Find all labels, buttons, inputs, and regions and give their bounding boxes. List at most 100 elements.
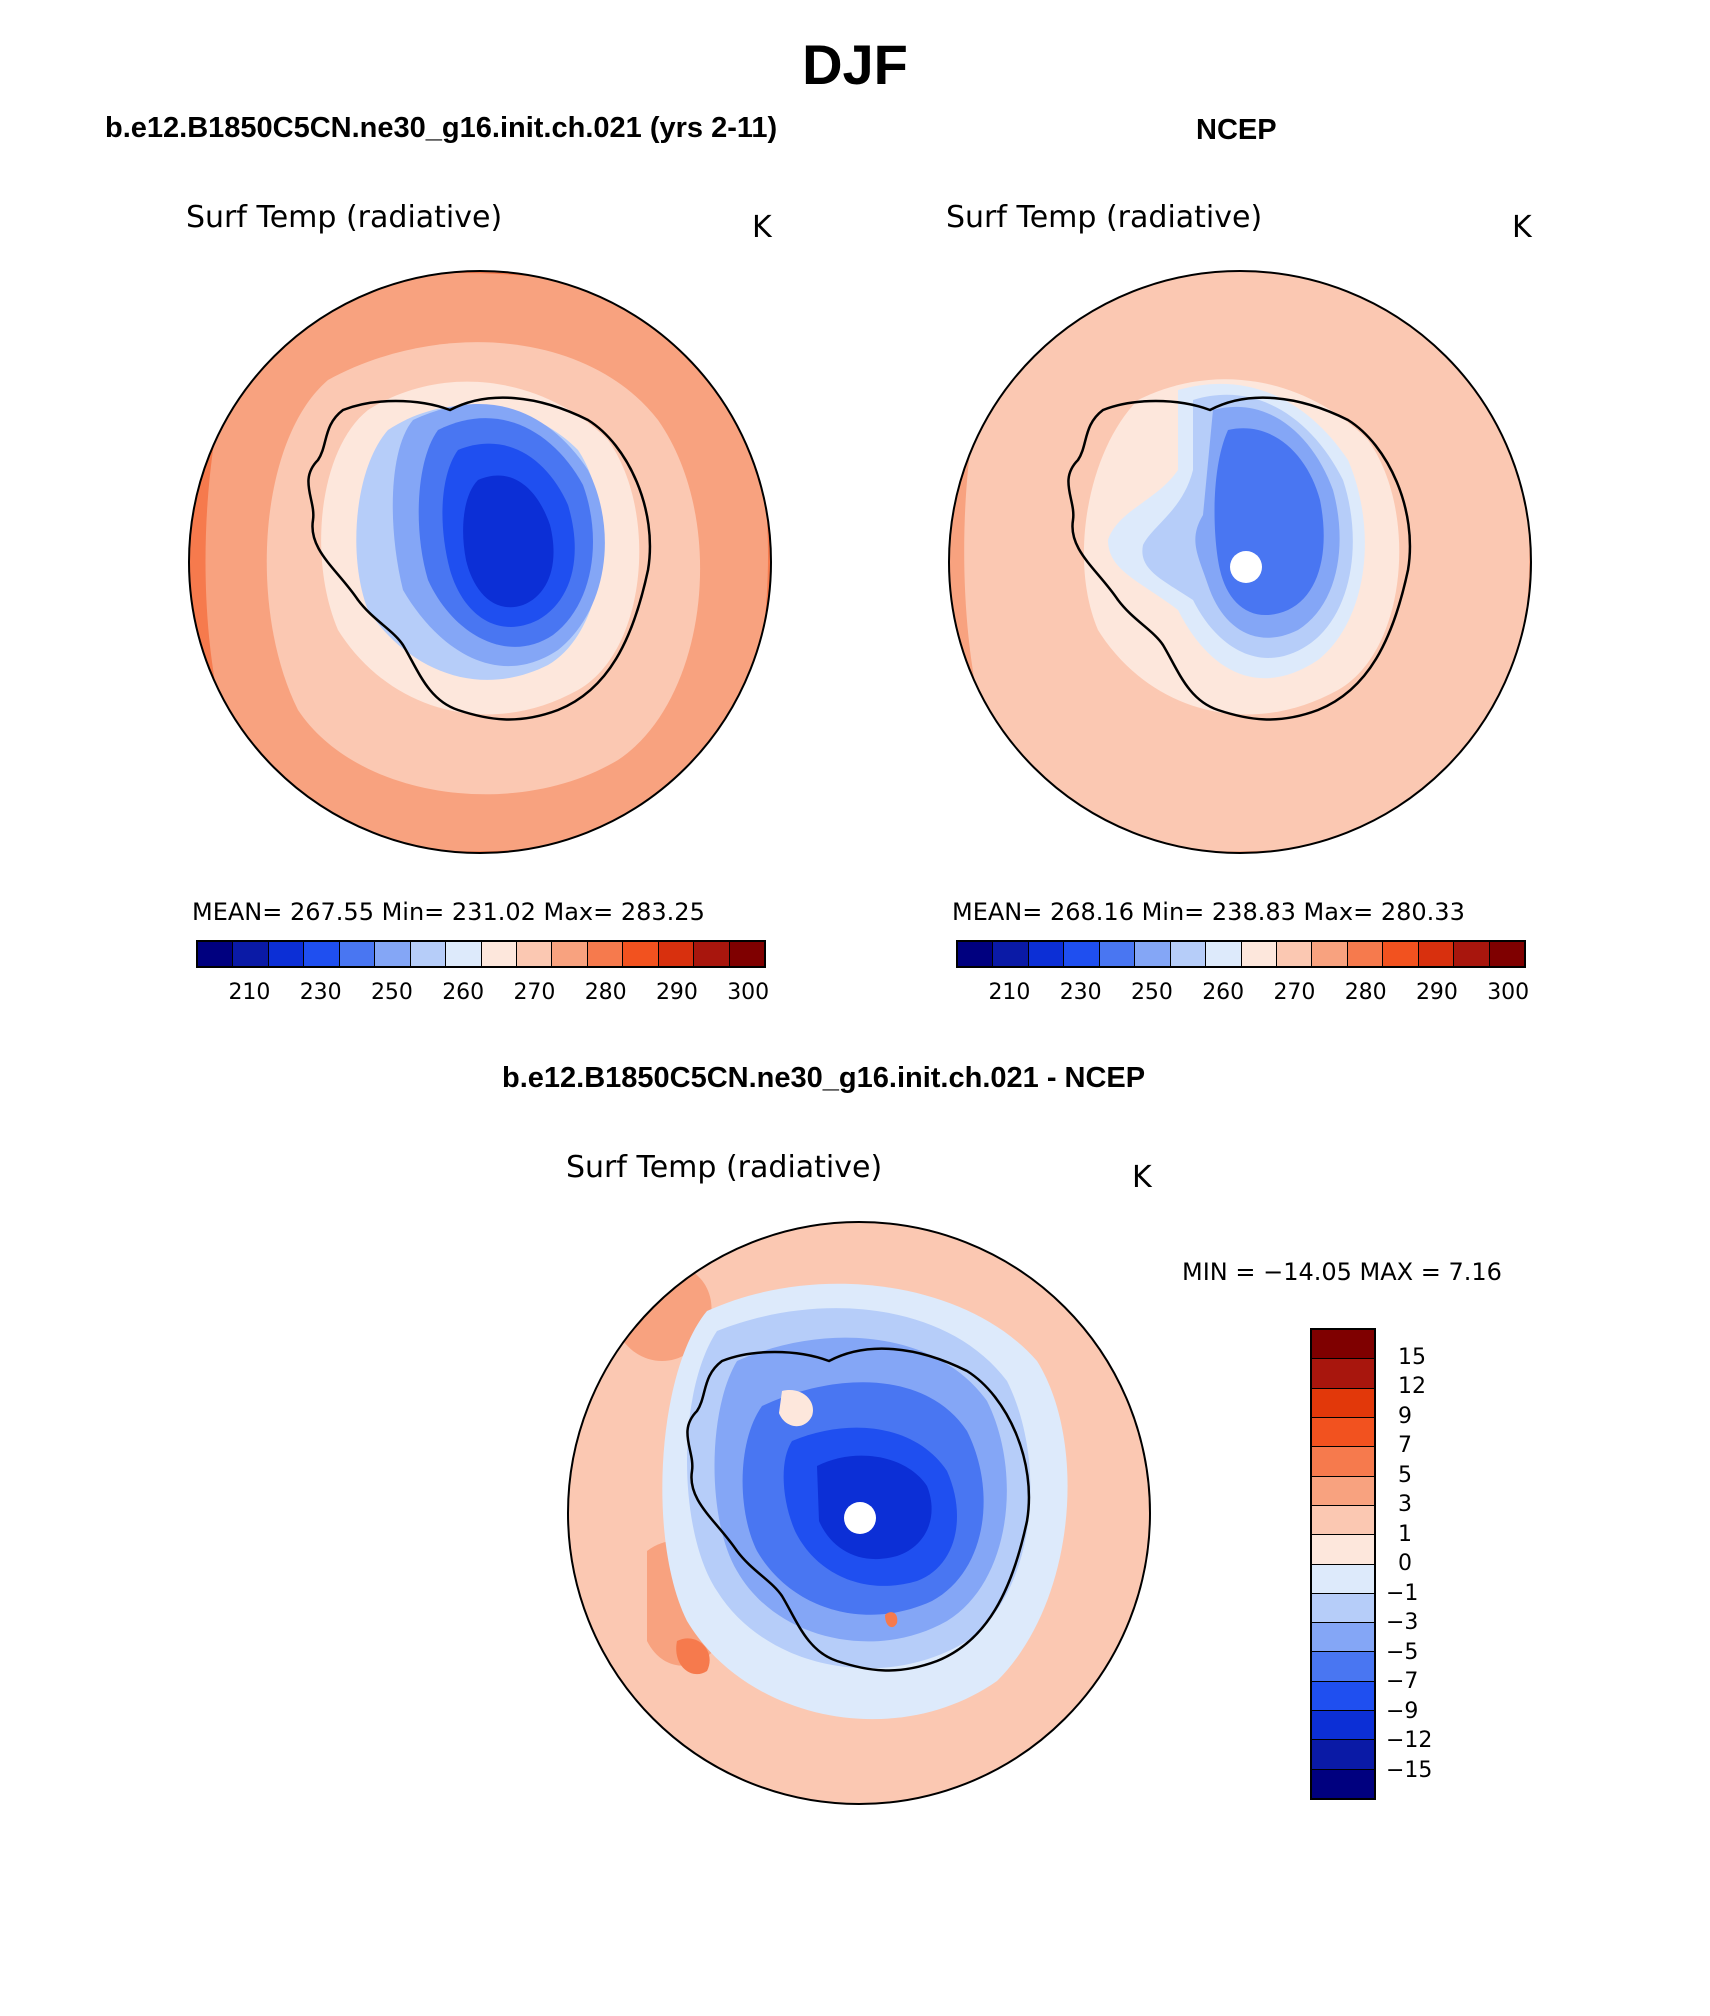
colorbar-swatch — [1312, 1681, 1374, 1712]
figure-title: DJF — [802, 33, 908, 96]
panel-obs-title: NCEP — [1196, 114, 1277, 146]
panel-diff-map — [567, 1221, 1151, 1805]
colorbar-swatch — [1312, 1740, 1374, 1770]
colorbar-tick-label: 290 — [655, 980, 698, 1005]
colorbar-tick-label: 9 — [1398, 1403, 1412, 1429]
panel-model-units: K — [752, 210, 772, 245]
panel-model-colorbar-ticks: 210 230 250 260 270 280 290 300 — [196, 980, 769, 1010]
colorbar-tick-label: 12 — [1398, 1374, 1426, 1399]
colorbar-tick-label: 230 — [299, 980, 342, 1005]
colorbar-swatch — [1099, 942, 1136, 966]
colorbar-swatch — [1312, 1652, 1374, 1682]
colorbar-swatch — [1312, 1769, 1374, 1798]
colorbar-swatch — [268, 942, 305, 966]
colorbar-swatch — [1312, 1593, 1374, 1624]
colorbar-swatch — [1312, 1330, 1374, 1360]
panel-model-colorbar — [196, 940, 766, 968]
colorbar-tick-label: −7 — [1386, 1669, 1419, 1694]
panel-obs-units: K — [1512, 210, 1532, 245]
panel-obs-map — [948, 270, 1532, 854]
colorbar-swatch — [1312, 1623, 1374, 1653]
colorbar-swatch — [481, 942, 517, 966]
colorbar-swatch — [1454, 942, 1490, 966]
colorbar-swatch — [339, 942, 376, 966]
colorbar-swatch — [446, 942, 482, 966]
panel-diff-units: K — [1132, 1160, 1152, 1195]
panel-obs-stats: MEAN= 268.16 Min= 238.83 Max= 280.33 — [952, 898, 1465, 926]
colorbar-swatch — [694, 942, 730, 966]
panel-model-variable: Surf Temp (radiative) — [186, 200, 503, 235]
panel-obs-variable: Surf Temp (radiative) — [946, 200, 1263, 235]
colorbar-swatch — [1028, 942, 1065, 966]
colorbar-swatch — [1312, 1359, 1374, 1389]
colorbar-tick-label: −1 — [1386, 1580, 1419, 1606]
colorbar-swatch — [1276, 942, 1313, 966]
colorbar-swatch — [1312, 1417, 1374, 1448]
panel-diff-colorbar-ticks: 15 12 9 7 5 3 1 0 −1 −3 −5 −7 −9 −12 −15 — [1386, 1328, 1466, 1800]
colorbar-swatch — [304, 942, 340, 966]
panel-diff-variable: Surf Temp (radiative) — [566, 1150, 883, 1185]
colorbar-swatch — [375, 942, 411, 966]
colorbar-tick-label: 270 — [513, 980, 556, 1005]
colorbar-tick-label: 5 — [1398, 1462, 1412, 1488]
colorbar-swatch — [958, 942, 994, 966]
colorbar-tick-label: 290 — [1415, 980, 1458, 1005]
colorbar-tick-label: 0 — [1398, 1551, 1412, 1576]
colorbar-tick-label: 300 — [1487, 980, 1530, 1005]
colorbar-swatch — [993, 942, 1029, 966]
panel-model-title: b.e12.B1850C5CN.ne30_g16.init.ch.021 (yr… — [105, 112, 778, 144]
colorbar-swatch — [1312, 1476, 1374, 1506]
colorbar-tick-label: 260 — [442, 980, 485, 1005]
colorbar-swatch — [1312, 942, 1348, 966]
panel-diff-title: b.e12.B1850C5CN.ne30_g16.init.ch.021 - N… — [502, 1062, 1146, 1094]
colorbar-swatch — [1170, 942, 1207, 966]
colorbar-tick-label: 270 — [1273, 980, 1316, 1005]
colorbar-tick-label: 210 — [988, 980, 1031, 1005]
colorbar-tick-label: −5 — [1386, 1639, 1419, 1665]
colorbar-swatch — [658, 942, 695, 966]
colorbar-swatch — [1312, 1564, 1374, 1594]
colorbar-tick-label: 250 — [1130, 980, 1173, 1005]
colorbar-tick-label: −12 — [1386, 1728, 1433, 1753]
colorbar-tick-label: 300 — [727, 980, 770, 1005]
colorbar-swatch — [1206, 942, 1242, 966]
colorbar-tick-label: 280 — [1344, 980, 1387, 1005]
colorbar-tick-label: 260 — [1202, 980, 1245, 1005]
panel-obs-colorbar-ticks: 210 230 250 260 270 280 290 300 — [956, 980, 1529, 1010]
colorbar-swatch — [1418, 942, 1455, 966]
colorbar-swatch — [1312, 1711, 1374, 1741]
panel-diff-stats: MIN = −14.05 MAX = 7.16 — [1182, 1258, 1502, 1286]
panel-obs-colorbar — [956, 940, 1526, 968]
colorbar-swatch — [1312, 1447, 1374, 1477]
colorbar-tick-label: 15 — [1398, 1344, 1426, 1370]
colorbar-tick-label: 1 — [1398, 1521, 1412, 1547]
colorbar-swatch — [1312, 1388, 1374, 1418]
colorbar-tick-label: 230 — [1059, 980, 1102, 1005]
colorbar-swatch — [587, 942, 624, 966]
colorbar-tick-label: 280 — [584, 980, 627, 1005]
colorbar-swatch — [516, 942, 553, 966]
colorbar-swatch — [1383, 942, 1419, 966]
colorbar-swatch — [729, 942, 764, 966]
colorbar-swatch — [1312, 1505, 1374, 1536]
colorbar-swatch — [198, 942, 234, 966]
colorbar-swatch — [1312, 1535, 1374, 1565]
colorbar-tick-label: −9 — [1386, 1698, 1419, 1724]
colorbar-tick-label: −3 — [1386, 1610, 1419, 1635]
colorbar-swatch — [623, 942, 659, 966]
colorbar-swatch — [552, 942, 588, 966]
colorbar-tick-label: 210 — [228, 980, 271, 1005]
colorbar-swatch — [1135, 942, 1171, 966]
panel-diff-colorbar — [1310, 1328, 1376, 1800]
colorbar-tick-label: −15 — [1386, 1757, 1433, 1783]
panel-model-stats: MEAN= 267.55 Min= 231.02 Max= 283.25 — [192, 898, 705, 926]
colorbar-swatch — [233, 942, 269, 966]
panel-model-map — [188, 270, 772, 854]
colorbar-swatch — [1241, 942, 1277, 966]
colorbar-tick-label: 3 — [1398, 1492, 1412, 1517]
colorbar-tick-label: 250 — [370, 980, 413, 1005]
colorbar-swatch — [1064, 942, 1100, 966]
colorbar-swatch — [1489, 942, 1524, 966]
colorbar-tick-label: 7 — [1398, 1433, 1412, 1458]
colorbar-swatch — [410, 942, 447, 966]
